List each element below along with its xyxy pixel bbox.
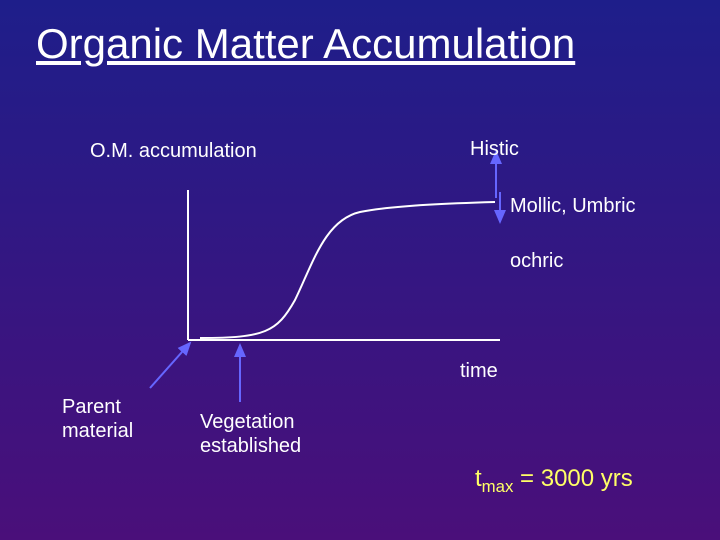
- x-axis-label: time: [460, 360, 498, 383]
- label-vegetation-established: Vegetation established: [200, 410, 301, 458]
- label-histic: Histic: [470, 138, 519, 161]
- label-mollic-umbric: Mollic, Umbric: [510, 195, 636, 218]
- y-axis-label: O.M. accumulation: [90, 140, 257, 163]
- tmax-suffix: = 3000 yrs: [513, 465, 632, 492]
- label-parent-material: Parent material: [62, 395, 133, 443]
- tmax-sub: max: [482, 477, 514, 496]
- label-tmax: tmax = 3000 yrs: [475, 465, 633, 497]
- label-parent-line1: Parent: [62, 396, 121, 418]
- annotation-arrows: [150, 152, 500, 402]
- slide-title: Organic Matter Accumulation: [36, 20, 575, 68]
- label-veg-line1: Vegetation: [200, 411, 295, 433]
- chart-axes: [188, 190, 500, 340]
- label-ochric: ochric: [510, 250, 563, 273]
- tmax-prefix: t: [475, 465, 482, 492]
- label-parent-line2: material: [62, 420, 133, 442]
- chart-curve: [200, 202, 495, 338]
- label-veg-line2: established: [200, 435, 301, 457]
